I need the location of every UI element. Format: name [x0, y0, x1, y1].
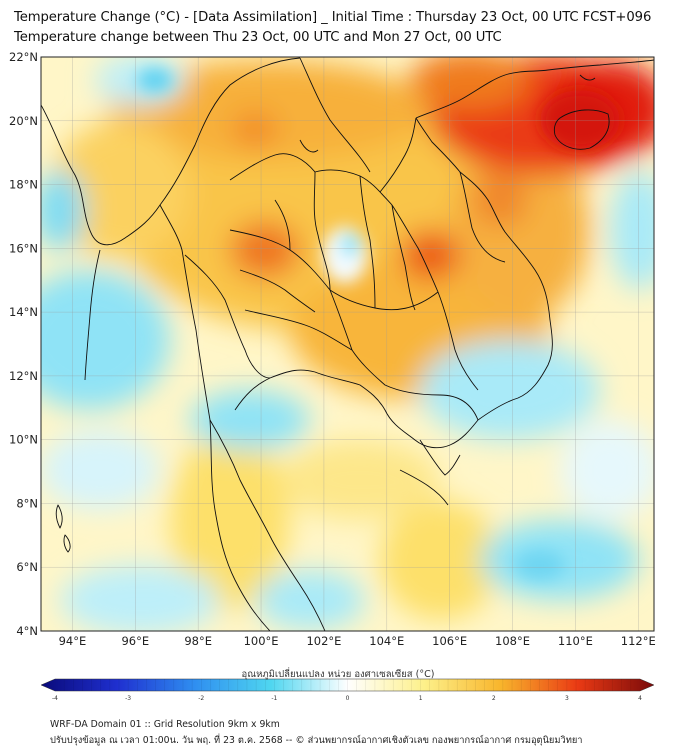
colorbar-tick-label: -3	[125, 695, 131, 700]
lon-tick-label: 104°E	[369, 634, 404, 648]
lon-tick-label: 110°E	[558, 634, 593, 648]
longitude-labels: 94°E 96°E 98°E 100°E 102°E 104°E 106°E 108°E 110…	[59, 634, 656, 648]
lon-tick-label: 94°E	[59, 634, 87, 648]
lat-tick-label: 8°N	[16, 496, 38, 510]
temperature-field	[41, 57, 654, 631]
lon-tick-label: 106°E	[432, 634, 467, 648]
lon-tick-label: 100°E	[244, 634, 279, 648]
plot-frame	[40, 56, 655, 632]
coastlines-and-borders	[41, 57, 654, 631]
lon-tick-label: 98°E	[184, 634, 212, 648]
colorbar-tick-label: 4	[638, 695, 642, 700]
lat-tick-label: 10°N	[9, 433, 38, 447]
temperature-change-map: 4°N 6°N 8°N 10°N 12°N 14°N 16°N 18°N 20°N 22°N 94…	[9, 50, 656, 700]
lon-tick-label: 102°E	[306, 634, 341, 648]
colorbar-tick-label: 3	[565, 695, 569, 700]
colorbar-tick-label: 0	[346, 695, 350, 700]
colorbar: -4 -3 -2 -1 0 1 2 3 4	[40, 678, 655, 700]
colorbar-tick-label: -4	[52, 695, 58, 700]
colorbar-tick-label: 2	[492, 695, 496, 700]
lat-tick-label: 16°N	[9, 241, 38, 255]
colorbar-tick-label: 1	[419, 695, 423, 700]
lon-tick-label: 96°E	[121, 634, 149, 648]
colorbar-tick-label: -1	[271, 695, 277, 700]
lon-tick-label: 112°E	[621, 634, 656, 648]
lat-tick-label: 6°N	[16, 560, 38, 574]
footer-model-info: WRF-DA Domain 01 :: Grid Resolution 9km …	[50, 719, 280, 730]
chart-title: Temperature Change (°C) - [Data Assimila…	[14, 10, 652, 25]
lat-tick-label: 12°N	[9, 369, 38, 383]
grid-lines	[41, 57, 654, 631]
lat-tick-label: 18°N	[9, 178, 38, 192]
lat-tick-label: 20°N	[9, 114, 38, 128]
colorbar-gradient	[40, 678, 655, 692]
footer-credit: ปรับปรุงข้อมูล ณ เวลา 01:00น. วัน พฤ. ที…	[50, 735, 583, 746]
lat-tick-label: 22°N	[9, 50, 38, 64]
lat-tick-label: 4°N	[16, 624, 38, 638]
lat-tick-label: 14°N	[9, 305, 38, 319]
lon-tick-label: 108°E	[495, 634, 530, 648]
colorbar-tick-label: -2	[198, 695, 204, 700]
latitude-labels: 4°N 6°N 8°N 10°N 12°N 14°N 16°N 18°N 20°N 22°N	[9, 50, 38, 638]
chart-subtitle: Temperature change between Thu 23 Oct, 0…	[14, 30, 502, 45]
colorbar-title: อุณหภูมิเปลี่ยนแปลง หน่วย องศาเซลเซียส (…	[241, 669, 435, 680]
